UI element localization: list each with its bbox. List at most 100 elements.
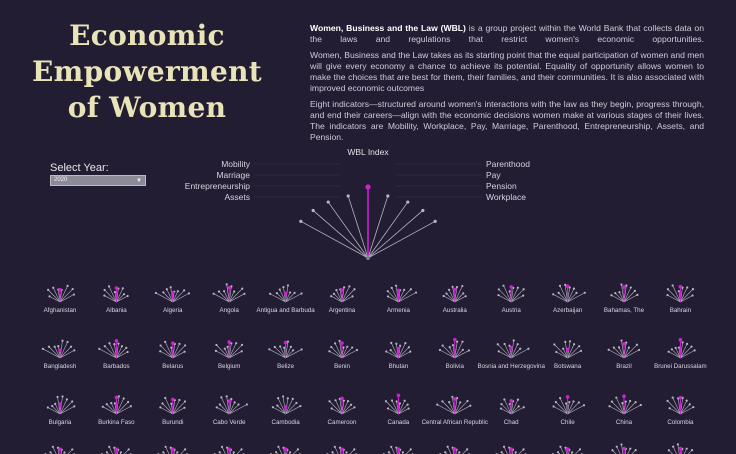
country-spoke-dot [61, 395, 64, 398]
country-spoke-dot [572, 287, 576, 290]
country-spoke-dot [47, 288, 50, 291]
country-spoke-dot [295, 401, 298, 405]
country-index-dot [283, 405, 288, 409]
country-spoke-dot [119, 451, 123, 454]
country-spoke [510, 289, 524, 303]
country-spoke-dot [165, 288, 168, 291]
country-label: Benin [334, 363, 350, 370]
country-spoke [677, 444, 680, 454]
year-select[interactable]: 2020 ▼ [50, 175, 146, 186]
country-spoke [53, 287, 61, 303]
country-spoke-dot [286, 284, 290, 287]
country-spoke [452, 447, 454, 454]
country-spoke-dot [353, 406, 356, 409]
country-spoke [511, 407, 524, 415]
country-spoke-dot [269, 292, 272, 295]
country-spoke [116, 351, 128, 359]
country-spoke [390, 349, 399, 359]
country-label: Belgium [218, 363, 240, 370]
country-spoke [173, 449, 175, 454]
country-spoke-dot [516, 286, 520, 289]
country-spoke-dot [164, 445, 167, 448]
country-spoke-dot [629, 399, 632, 403]
country-spoke [553, 294, 568, 303]
country-spoke [447, 446, 452, 454]
country-spoke [216, 407, 230, 415]
country-spoke-dot [668, 407, 671, 410]
country-spoke-dot [385, 350, 388, 353]
country-spoke [342, 449, 345, 454]
country-label: Botswana [554, 363, 582, 370]
country-spoke-dot [121, 287, 124, 290]
country-spoke [623, 294, 638, 303]
country-spoke [285, 293, 302, 303]
country-spoke [283, 447, 285, 454]
country-spoke-dot [399, 344, 402, 347]
country-spoke [624, 448, 627, 454]
country-spoke-dot [129, 405, 132, 408]
country-spoke [454, 400, 468, 415]
country-spoke-dot [573, 343, 576, 346]
country-spoke-dot [635, 343, 639, 346]
country-spoke [221, 446, 226, 454]
country-spoke-dot [117, 342, 120, 345]
country-spoke-dot [636, 293, 639, 296]
country-spoke [108, 446, 113, 454]
country-spoke [390, 342, 399, 359]
country-spoke-dot [496, 343, 499, 346]
country-spoke [336, 289, 343, 303]
country-index-dot [678, 337, 683, 342]
country-spoke-dot [300, 292, 303, 295]
country-spoke [114, 447, 116, 454]
country-spoke-dot [618, 291, 621, 294]
country-spoke-dot [514, 451, 517, 454]
country-index-dot [171, 341, 175, 345]
country-label: Chad [504, 419, 519, 426]
country-spoke-dot [225, 395, 228, 398]
country-spoke-dot [562, 347, 565, 350]
country-spoke [99, 348, 117, 359]
country-spoke [59, 350, 75, 359]
country-spoke [341, 400, 349, 415]
country-spoke-dot [288, 291, 292, 294]
country-spoke [396, 447, 398, 454]
country-spoke [116, 347, 127, 359]
country-spoke [627, 448, 631, 454]
country-spoke [162, 403, 174, 415]
country-spoke [387, 296, 399, 303]
country-spoke-dot [170, 346, 173, 349]
country-spoke-dot [240, 350, 243, 353]
country-index-dot [678, 446, 683, 451]
country-spoke [224, 348, 230, 359]
legend-label-right: Pay [486, 170, 501, 180]
country-spoke [671, 349, 681, 359]
country-index-dot [283, 447, 288, 451]
country-spoke-dot [409, 288, 412, 291]
country-spoke-dot [170, 402, 173, 405]
country-spoke [667, 294, 681, 303]
country-spoke [510, 344, 518, 359]
country-spoke-dot [386, 290, 389, 293]
country-spoke [510, 287, 519, 303]
country-spoke-dot [671, 284, 674, 287]
country-spoke [164, 341, 174, 359]
country-spoke-dot [620, 339, 623, 342]
country-spoke-dot [278, 288, 281, 291]
country-label: Antigua and Barbuda [257, 307, 316, 314]
country-spoke-dot [497, 288, 500, 291]
country-spoke [567, 402, 580, 415]
country-spoke [228, 291, 235, 303]
country-spoke-dot [407, 346, 410, 349]
country-spoke-dot [568, 340, 572, 343]
country-spoke [391, 400, 399, 415]
country-spoke [623, 401, 636, 415]
country-spoke-dot [629, 286, 632, 289]
country-spoke-dot [330, 407, 333, 410]
country-spoke-dot [409, 350, 412, 353]
country-spoke [623, 400, 631, 415]
country-spoke [341, 407, 355, 415]
country-spoke [123, 449, 129, 454]
country-spoke-dot [235, 342, 238, 345]
country-spoke-dot [390, 445, 393, 448]
